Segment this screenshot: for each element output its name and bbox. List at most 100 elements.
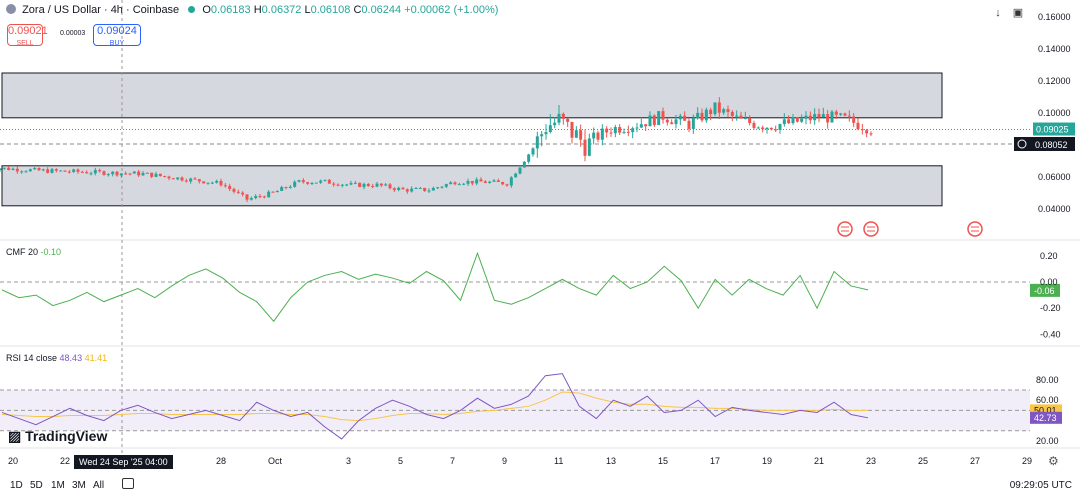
candle-body: [457, 184, 461, 186]
time-tick: 20: [8, 456, 18, 466]
symbol-title[interactable]: Zora / US Dollar · 4h · Coinbase: [22, 4, 180, 16]
crosshair-price-badge-text: 0.08052: [1035, 140, 1068, 150]
zone-0: [1, 72, 943, 119]
candle-body: [583, 139, 587, 156]
timeframe-5d[interactable]: 5D: [30, 480, 43, 491]
candle-body: [488, 181, 492, 183]
candle-body: [787, 119, 791, 124]
candle-body: [379, 183, 383, 186]
candle-body: [665, 119, 669, 123]
rsi-badge-text: 42.73: [1034, 413, 1057, 423]
candle-body: [830, 111, 834, 123]
candle-body: [501, 181, 505, 185]
cmf-badge: [1030, 283, 1060, 297]
price-tick: 0.12000: [1038, 76, 1071, 86]
candle-body: [293, 181, 297, 187]
timeframe-all[interactable]: All: [93, 480, 105, 491]
high-value: 0.06372: [261, 4, 302, 16]
candle-body: [288, 186, 292, 188]
candle-body: [154, 173, 158, 177]
candle-body: [414, 188, 418, 190]
candle-body: [518, 167, 522, 174]
candle-body: [210, 182, 214, 184]
buy-button[interactable]: 0.09024 BUY: [93, 24, 141, 47]
candle-body: [557, 113, 561, 123]
candle-body: [137, 171, 141, 176]
candle-body: [7, 167, 11, 171]
rsi-tick: 60.00: [1036, 395, 1059, 405]
candle-body: [817, 114, 821, 118]
fullscreen-icon[interactable]: ▣: [1012, 7, 1024, 19]
candle-body: [427, 190, 431, 192]
candle-body: [128, 173, 132, 175]
candle-body: [46, 169, 50, 173]
candle-body: [800, 118, 804, 122]
candle-body: [553, 122, 557, 126]
rsi-badge: [1030, 411, 1062, 424]
candle-body: [743, 118, 747, 120]
candle-body: [171, 178, 175, 180]
candle-body: [492, 180, 496, 182]
candle-body: [696, 112, 700, 119]
candle-body: [388, 184, 392, 189]
close-value: 0.06244: [361, 4, 402, 16]
candle-body: [570, 121, 574, 138]
candle-body: [375, 183, 379, 187]
candle-body: [834, 111, 838, 115]
rsi-legend: RSI 14 close 48.43 41.41: [6, 353, 107, 363]
candle-body: [254, 196, 258, 199]
us-flag-event-icon: [967, 221, 983, 237]
candle-body: [189, 178, 193, 182]
candle-body: [674, 119, 678, 125]
rsi-label: RSI 14 close: [6, 353, 58, 363]
candle-body: [37, 168, 41, 171]
candle-body: [111, 171, 115, 175]
candle-body: [804, 115, 808, 119]
candle-body: [167, 176, 171, 179]
candle-body: [470, 180, 474, 184]
candle-body: [657, 111, 661, 126]
candle-body: [765, 127, 769, 130]
candle-body: [527, 154, 531, 162]
time-tick: 15: [658, 456, 668, 466]
candle-body: [184, 180, 188, 182]
candle-body: [228, 186, 232, 189]
candle-body: [24, 171, 28, 173]
candle-body: [652, 115, 656, 126]
calendar-icon[interactable]: [122, 478, 134, 489]
candle-body: [353, 182, 357, 184]
candle-body: [592, 132, 596, 139]
sell-button[interactable]: 0.09021 SELL: [7, 24, 48, 47]
time-tick: 7: [450, 456, 455, 466]
cmf-badge-text: -0.06: [1034, 286, 1055, 296]
settings-icon[interactable]: ⚙: [1048, 454, 1059, 468]
candle-body: [561, 113, 565, 119]
candle-body: [358, 182, 362, 187]
arrow-down-icon[interactable]: ↓: [995, 7, 1001, 19]
candle-body: [860, 129, 864, 131]
timeframe-3m[interactable]: 3M: [72, 480, 86, 491]
timeframe-1d[interactable]: 1D: [10, 480, 23, 491]
candle-body: [739, 115, 743, 119]
timeframe-1m[interactable]: 1M: [51, 480, 65, 491]
candle-body: [2, 167, 6, 169]
candle-body: [774, 129, 778, 131]
candle-body: [28, 169, 32, 172]
candle-body: [327, 179, 331, 184]
candle-body: [258, 196, 262, 198]
candle-body: [852, 116, 856, 123]
candle-body: [392, 188, 396, 191]
candle-body: [462, 183, 466, 185]
crosshair-time-label: Wed 24 Sep '25 04:00: [74, 455, 173, 469]
time-tick: Oct: [268, 456, 283, 466]
candle-body: [301, 180, 305, 183]
candle-body: [245, 194, 249, 200]
market-status-dot: [188, 6, 196, 13]
candle-body: [85, 172, 89, 174]
candle-body: [145, 172, 149, 174]
candle-body: [644, 124, 648, 127]
candle-body: [574, 130, 578, 138]
cmf-tick: 0.00: [1040, 277, 1058, 287]
candle-body: [223, 185, 227, 187]
